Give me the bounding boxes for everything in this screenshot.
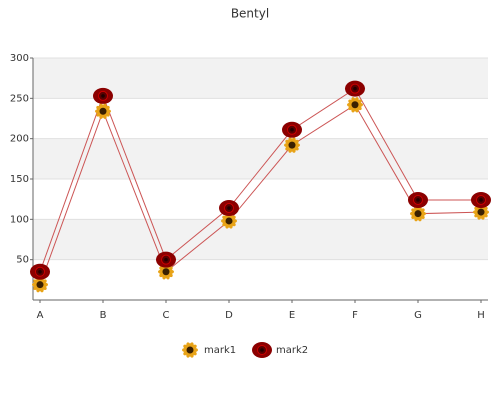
rose-marker — [471, 191, 491, 208]
legend-label: mark2 — [276, 345, 308, 356]
x-tick-label: C — [163, 310, 170, 321]
rose-marker — [156, 251, 176, 268]
bloom-core — [353, 86, 357, 91]
grid-band — [33, 138, 488, 179]
y-tick-label: 200 — [10, 134, 29, 145]
rose-marker — [93, 87, 113, 104]
legend-label: mark1 — [204, 345, 236, 356]
center — [288, 141, 296, 149]
center — [414, 210, 422, 218]
chart-title: Bentyl — [231, 7, 269, 21]
sunflower-marker — [221, 213, 237, 229]
y-tick-label: 50 — [16, 255, 29, 266]
center — [477, 208, 485, 216]
series-line — [39, 87, 481, 272]
center — [186, 346, 194, 354]
rose-marker — [30, 263, 50, 280]
center — [99, 107, 107, 115]
sunflower-marker — [95, 103, 111, 119]
y-tick-label: 300 — [10, 53, 29, 64]
center — [351, 101, 359, 109]
bloom-core — [227, 206, 231, 210]
bloom-core — [290, 127, 294, 132]
sunflower-marker — [284, 137, 300, 153]
series-line — [39, 104, 482, 285]
x-tick-label: B — [100, 310, 107, 321]
y-tick-label: 150 — [10, 174, 29, 185]
x-tick-label: F — [352, 310, 358, 321]
sunflower-marker — [473, 204, 489, 220]
bloom-core — [416, 198, 420, 202]
rose-marker — [252, 342, 272, 358]
rose-marker — [345, 80, 365, 97]
bloom-core — [479, 198, 483, 202]
sunflower-marker — [182, 342, 198, 358]
x-tick-label: G — [414, 310, 422, 321]
bloom-core — [260, 348, 264, 352]
y-tick-label: 250 — [10, 93, 29, 104]
bloom-core — [164, 257, 168, 262]
bloom-core — [38, 269, 42, 274]
rose-marker — [408, 191, 428, 208]
rose-marker — [282, 121, 302, 138]
center — [225, 217, 233, 225]
x-tick-label: A — [37, 310, 44, 321]
x-tick-label: D — [225, 310, 233, 321]
center — [36, 281, 44, 289]
sunflower-marker — [347, 97, 363, 113]
x-tick-label: E — [289, 310, 295, 321]
y-tick-label: 100 — [10, 214, 29, 225]
grid-band — [33, 219, 488, 260]
x-tick-label: H — [477, 310, 485, 321]
rose-marker — [219, 200, 239, 217]
center — [162, 268, 170, 276]
bloom-core — [101, 94, 105, 98]
